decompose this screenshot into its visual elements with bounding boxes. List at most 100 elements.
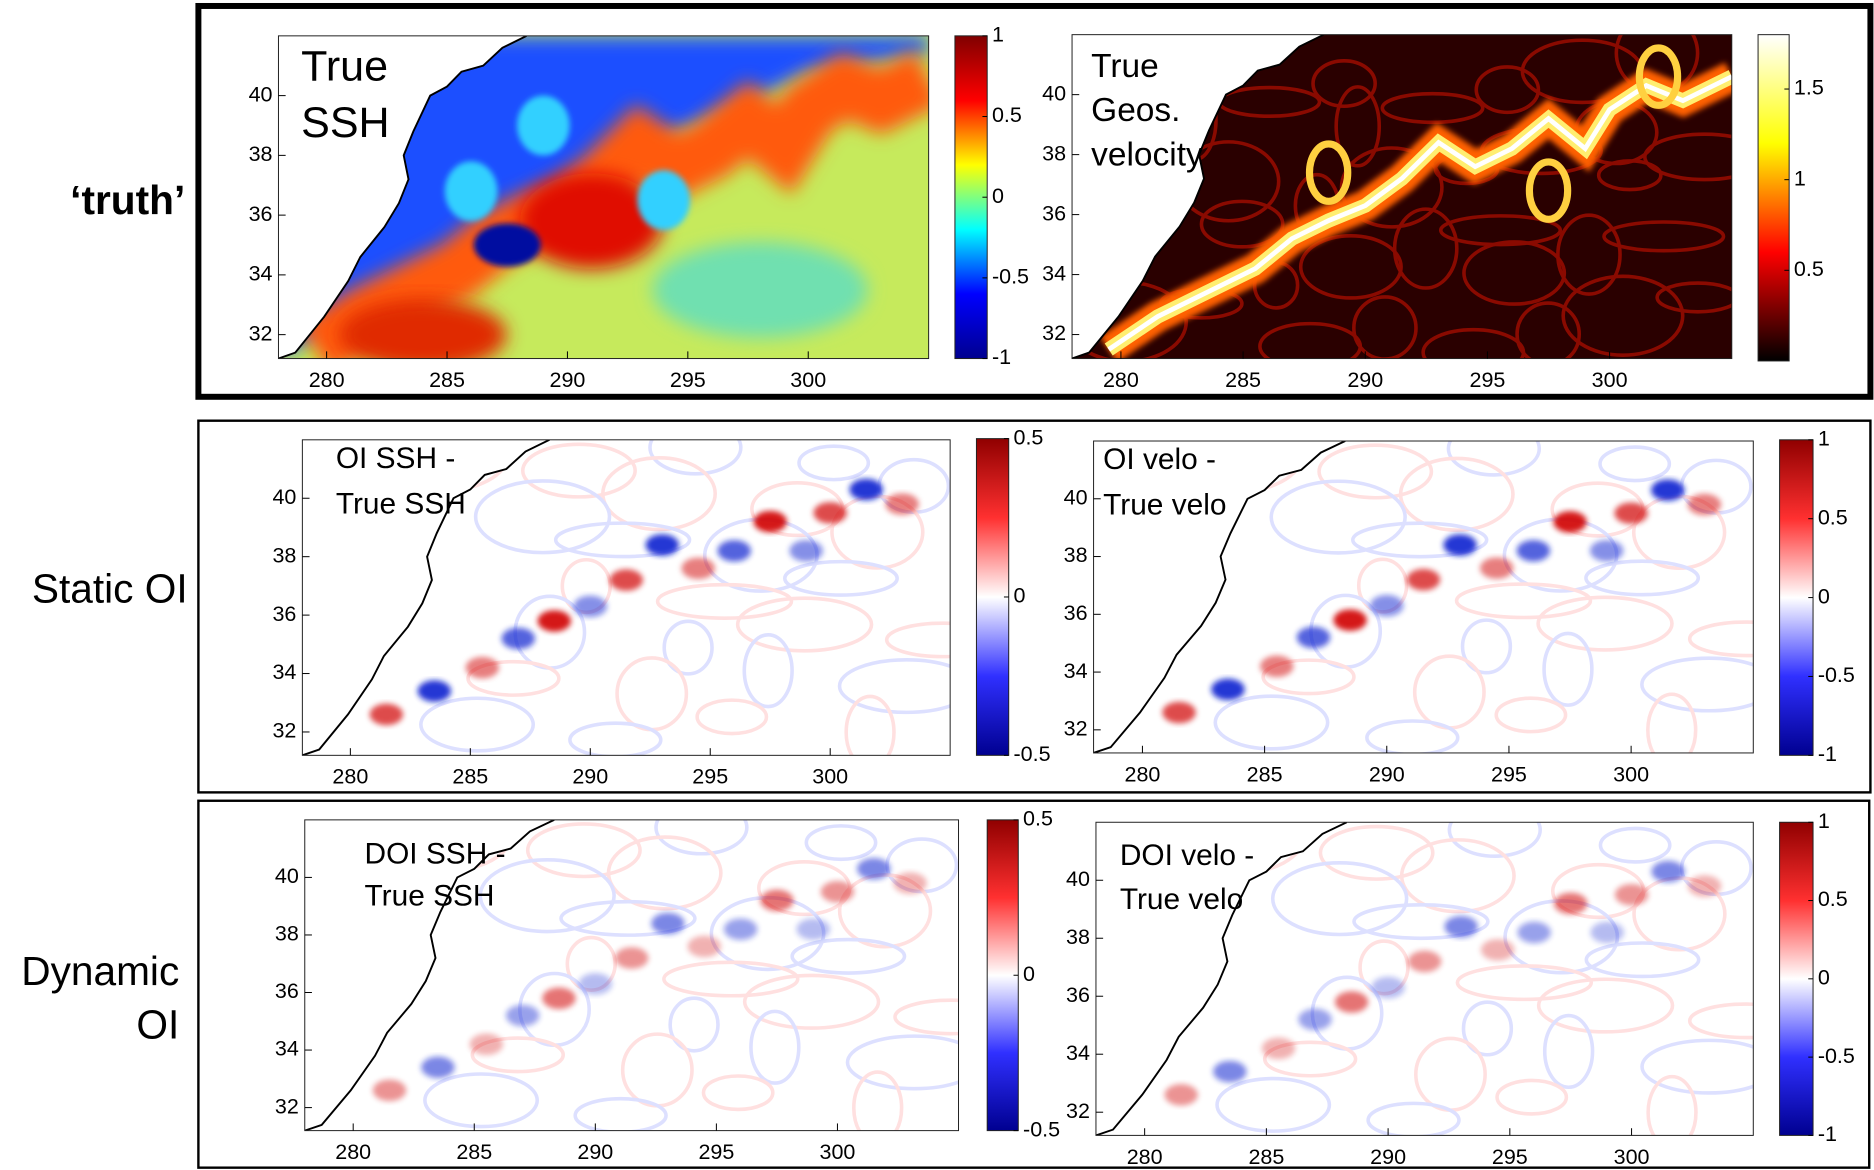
field-feature <box>578 973 613 995</box>
field-feature <box>1584 941 1701 979</box>
field-feature <box>1260 655 1294 678</box>
colorbar-tick-label: -1 <box>1818 1122 1837 1146</box>
coastline <box>1072 34 1325 359</box>
field-feature <box>1614 502 1648 524</box>
field-feature <box>1261 658 1356 696</box>
colorbar-tick-label: 1 <box>1818 809 1830 833</box>
x-tick-label: 285 <box>1248 1145 1284 1169</box>
field-feature <box>1454 582 1593 620</box>
field-feature <box>893 872 927 894</box>
colorbar-tick-label: -0.5 <box>1023 1117 1060 1141</box>
field-feature <box>662 619 714 676</box>
colorbar-tick-label: 0.5 <box>1794 257 1824 281</box>
y-tick-label: 40 <box>1042 81 1066 105</box>
land <box>1072 34 1324 359</box>
y-tick-label: 32 <box>1064 717 1088 741</box>
field-feature <box>804 824 878 862</box>
field-feature <box>1596 159 1663 192</box>
field-feature <box>790 937 907 975</box>
plot-frame <box>301 439 951 756</box>
colorbar <box>1757 34 1790 362</box>
plot-frame <box>1071 34 1733 360</box>
row-frame <box>197 419 1872 794</box>
field-feature <box>1589 540 1624 562</box>
field-feature <box>1525 158 1572 223</box>
x-tick-label: 300 <box>1614 1145 1650 1169</box>
plot-frame <box>1095 821 1754 1136</box>
y-tick-label: 40 <box>275 864 299 888</box>
field-feature <box>637 170 691 231</box>
field-feature <box>1380 91 1485 125</box>
field-feature <box>717 540 751 562</box>
land <box>302 439 550 756</box>
field-feature <box>505 1004 540 1027</box>
field-feature <box>519 173 664 269</box>
y-tick-label: 34 <box>1066 1041 1090 1065</box>
field-feature <box>1317 443 1434 500</box>
field-feature <box>789 540 823 562</box>
x-tick-label: 280 <box>1103 368 1139 392</box>
land <box>304 819 555 1131</box>
y-tick-label: 40 <box>272 485 296 509</box>
map-field <box>1095 822 1754 1136</box>
field-feature <box>501 627 536 650</box>
colorbar-tick-label: 1 <box>1818 427 1830 451</box>
map-field <box>278 35 929 359</box>
plot-frame <box>1093 440 1754 754</box>
colorbar-tick-label: -0.5 <box>1818 663 1855 687</box>
panel-title: DOI SSH - <box>365 838 506 871</box>
colorbar-tick-label: -0.5 <box>992 265 1029 289</box>
x-tick-label: 280 <box>309 368 345 392</box>
y-tick-label: 40 <box>249 82 273 106</box>
field-feature <box>1553 892 1588 915</box>
field-feature <box>1318 824 1435 881</box>
field-feature <box>553 521 692 559</box>
field-feature <box>1213 1060 1247 1083</box>
x-tick-label: 280 <box>1127 1145 1163 1169</box>
row-frame <box>197 799 1871 1169</box>
colorbar-tick-label: 0 <box>1023 962 1035 986</box>
y-tick-label: 32 <box>1042 321 1066 345</box>
land <box>1093 441 1346 753</box>
field-feature <box>742 633 794 709</box>
y-tick-label: 38 <box>275 922 299 946</box>
coastline <box>1095 822 1348 1136</box>
field-feature <box>1655 281 1732 314</box>
y-tick-label: 38 <box>1066 925 1090 949</box>
field-feature <box>1536 977 1675 1034</box>
x-tick-label: 295 <box>1491 762 1527 786</box>
field-feature <box>1164 1084 1198 1106</box>
colorbar <box>986 819 1019 1132</box>
coastline <box>278 35 527 359</box>
field-feature <box>1687 1002 1754 1040</box>
field-feature <box>1370 594 1404 617</box>
field-feature <box>465 656 500 679</box>
row-label: ‘truth’ <box>70 177 185 223</box>
field-feature <box>1542 631 1594 707</box>
field-feature <box>339 298 507 359</box>
field-feature <box>893 998 959 1036</box>
field-feature <box>573 1096 668 1131</box>
x-tick-label: 290 <box>1347 368 1383 392</box>
field-feature <box>1598 826 1672 864</box>
field-feature <box>559 899 697 937</box>
coastline <box>1093 441 1346 753</box>
land <box>278 35 527 359</box>
x-tick-label: 295 <box>1492 1145 1528 1169</box>
field-feature <box>297 50 929 359</box>
field-feature <box>1421 327 1526 359</box>
field-feature <box>517 95 570 156</box>
field-feature <box>652 242 868 338</box>
field-feature <box>1215 1076 1332 1133</box>
field-feature <box>852 1070 904 1131</box>
x-tick-label: 300 <box>1613 762 1649 786</box>
field-feature <box>749 1009 801 1085</box>
field-feature <box>1296 626 1331 649</box>
y-tick-label: 38 <box>1064 543 1088 567</box>
panel-title: True <box>1091 48 1159 85</box>
field-feature <box>648 439 743 476</box>
field-feature <box>478 858 616 934</box>
field-feature <box>1480 939 1515 961</box>
field-feature <box>1305 140 1352 205</box>
field-feature <box>614 947 649 969</box>
